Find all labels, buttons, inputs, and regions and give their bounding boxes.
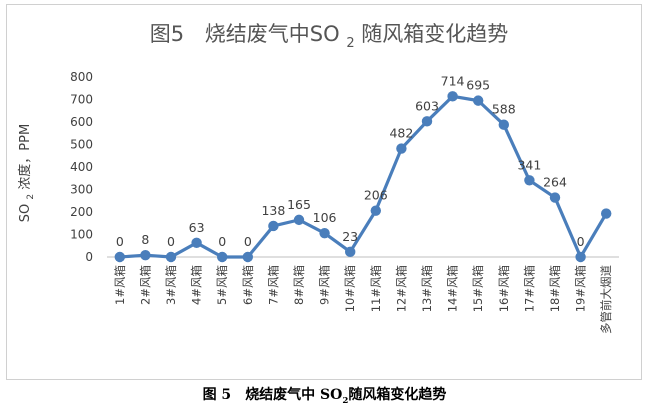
y-axis-label: SO 2 浓度，PPM bbox=[17, 124, 37, 222]
data-point bbox=[447, 91, 458, 102]
x-tick-label: 10#风箱 bbox=[343, 265, 357, 312]
y-tick-label: 300 bbox=[70, 183, 93, 197]
x-tick-label: 15#风箱 bbox=[471, 265, 485, 312]
data-label: 341 bbox=[517, 157, 541, 172]
chart-title: 图5 烧结废气中SO 2 随风箱变化趋势 bbox=[150, 22, 509, 52]
data-label: 0 bbox=[244, 234, 252, 249]
data-point bbox=[140, 250, 151, 261]
figure-caption-text-b: 随风箱变化趋势 bbox=[348, 387, 447, 403]
data-point bbox=[345, 246, 356, 258]
data-label: 0 bbox=[577, 234, 585, 249]
chart-figure: 图5 烧结废气中SO 2 随风箱变化趋势 SO 2 浓度，PPM 0 100 200… bbox=[6, 4, 642, 380]
chart-title-text-a: 烧结废气中SO bbox=[205, 22, 340, 46]
data-point bbox=[396, 143, 407, 154]
data-point bbox=[242, 251, 253, 263]
x-tick-label: 17#风箱 bbox=[522, 265, 536, 312]
chart-title-text-b: 随风箱变化趋势 bbox=[361, 22, 508, 46]
x-tick-label: 1#风箱 bbox=[113, 265, 127, 305]
data-label: 0 bbox=[116, 234, 124, 249]
x-tick-label: 多管前大烟道 bbox=[599, 265, 613, 334]
data-label: 138 bbox=[261, 203, 285, 218]
y-tick-label: 400 bbox=[70, 160, 93, 174]
data-label: 106 bbox=[313, 210, 337, 225]
line-chart: 图5 烧结废气中SO 2 随风箱变化趋势 SO 2 浓度，PPM 0100200… bbox=[17, 22, 619, 334]
data-point bbox=[549, 192, 561, 203]
figure-caption-subscript: 2 bbox=[342, 395, 349, 406]
data-point bbox=[217, 251, 228, 263]
data-point bbox=[524, 175, 535, 186]
data-point bbox=[370, 205, 381, 216]
y-tick-label: 800 bbox=[70, 70, 93, 84]
data-label: 603 bbox=[415, 98, 439, 113]
data-point bbox=[421, 116, 433, 127]
data-point bbox=[473, 95, 484, 106]
x-tick-label: 18#风箱 bbox=[548, 265, 562, 312]
data-label: 264 bbox=[543, 175, 567, 190]
x-tick-label: 5#风箱 bbox=[215, 265, 229, 305]
data-point bbox=[165, 251, 177, 263]
y-axis-label-text-b: 浓度，PPM bbox=[17, 124, 33, 190]
x-tick-label: 19#风箱 bbox=[574, 265, 588, 312]
data-label: 695 bbox=[466, 78, 490, 93]
y-tick-label: 600 bbox=[70, 115, 93, 129]
data-point bbox=[575, 251, 586, 263]
x-tick-label: 6#风箱 bbox=[241, 265, 255, 305]
y-tick-labels: 0 100 200 300 400 500 600 700 800 bbox=[70, 70, 93, 264]
figure-caption-number: 图 5 bbox=[202, 387, 232, 403]
x-tick-label: 3#风箱 bbox=[164, 265, 178, 305]
x-tick-label: 7#风箱 bbox=[266, 265, 280, 305]
data-label: 165 bbox=[287, 197, 311, 212]
data-point bbox=[498, 119, 509, 130]
y-tick-label: 200 bbox=[70, 205, 93, 219]
data-label: 482 bbox=[389, 126, 413, 141]
data-label: 63 bbox=[189, 220, 205, 235]
x-tick-labels: 1#风箱 2#风箱 3#风箱 4#风箱 5#风箱 6#风箱 7#风箱 8#风箱 9#风箱 10#风… bbox=[113, 265, 613, 334]
data-point bbox=[191, 237, 202, 249]
y-axis-label-subscript: 2 bbox=[26, 194, 36, 200]
data-point bbox=[114, 251, 126, 263]
chart-title-number: 图5 bbox=[150, 22, 184, 46]
data-label: 206 bbox=[364, 188, 388, 203]
figure-caption-text-a: 烧结废气中 SO bbox=[245, 387, 343, 403]
y-tick-label: 500 bbox=[70, 138, 93, 152]
y-axis-label-text-a: SO bbox=[18, 204, 33, 222]
y-tick-label: 700 bbox=[70, 93, 93, 107]
chart-title-subscript: 2 bbox=[346, 36, 354, 51]
y-tick-label: 0 bbox=[85, 250, 93, 264]
data-label: 8 bbox=[141, 232, 149, 247]
x-tick-label: 11#风箱 bbox=[369, 265, 383, 312]
data-label: 588 bbox=[492, 102, 516, 117]
data-point bbox=[319, 227, 330, 239]
x-tick-label: 2#风箱 bbox=[138, 265, 152, 305]
y-tick-label: 100 bbox=[70, 228, 93, 242]
data-point bbox=[601, 208, 612, 219]
data-label: 0 bbox=[167, 234, 175, 249]
x-tick-label: 12#风箱 bbox=[394, 265, 408, 312]
figure-caption: 图 5 烧结废气中 SO2随风箱变化趋势 bbox=[0, 384, 649, 406]
data-label: 0 bbox=[218, 234, 226, 249]
data-label: 23 bbox=[342, 229, 358, 244]
data-point bbox=[293, 214, 305, 226]
x-tick-label: 8#风箱 bbox=[292, 265, 306, 305]
x-tick-label: 13#风箱 bbox=[420, 265, 434, 312]
x-tick-label: 9#风箱 bbox=[318, 265, 332, 305]
data-point bbox=[268, 220, 279, 232]
data-label: 714 bbox=[441, 73, 465, 88]
x-tick-label: 16#风箱 bbox=[497, 265, 511, 312]
x-tick-label: 14#风箱 bbox=[446, 265, 460, 312]
x-tick-label: 4#风箱 bbox=[190, 265, 204, 305]
series-markers bbox=[114, 91, 612, 263]
